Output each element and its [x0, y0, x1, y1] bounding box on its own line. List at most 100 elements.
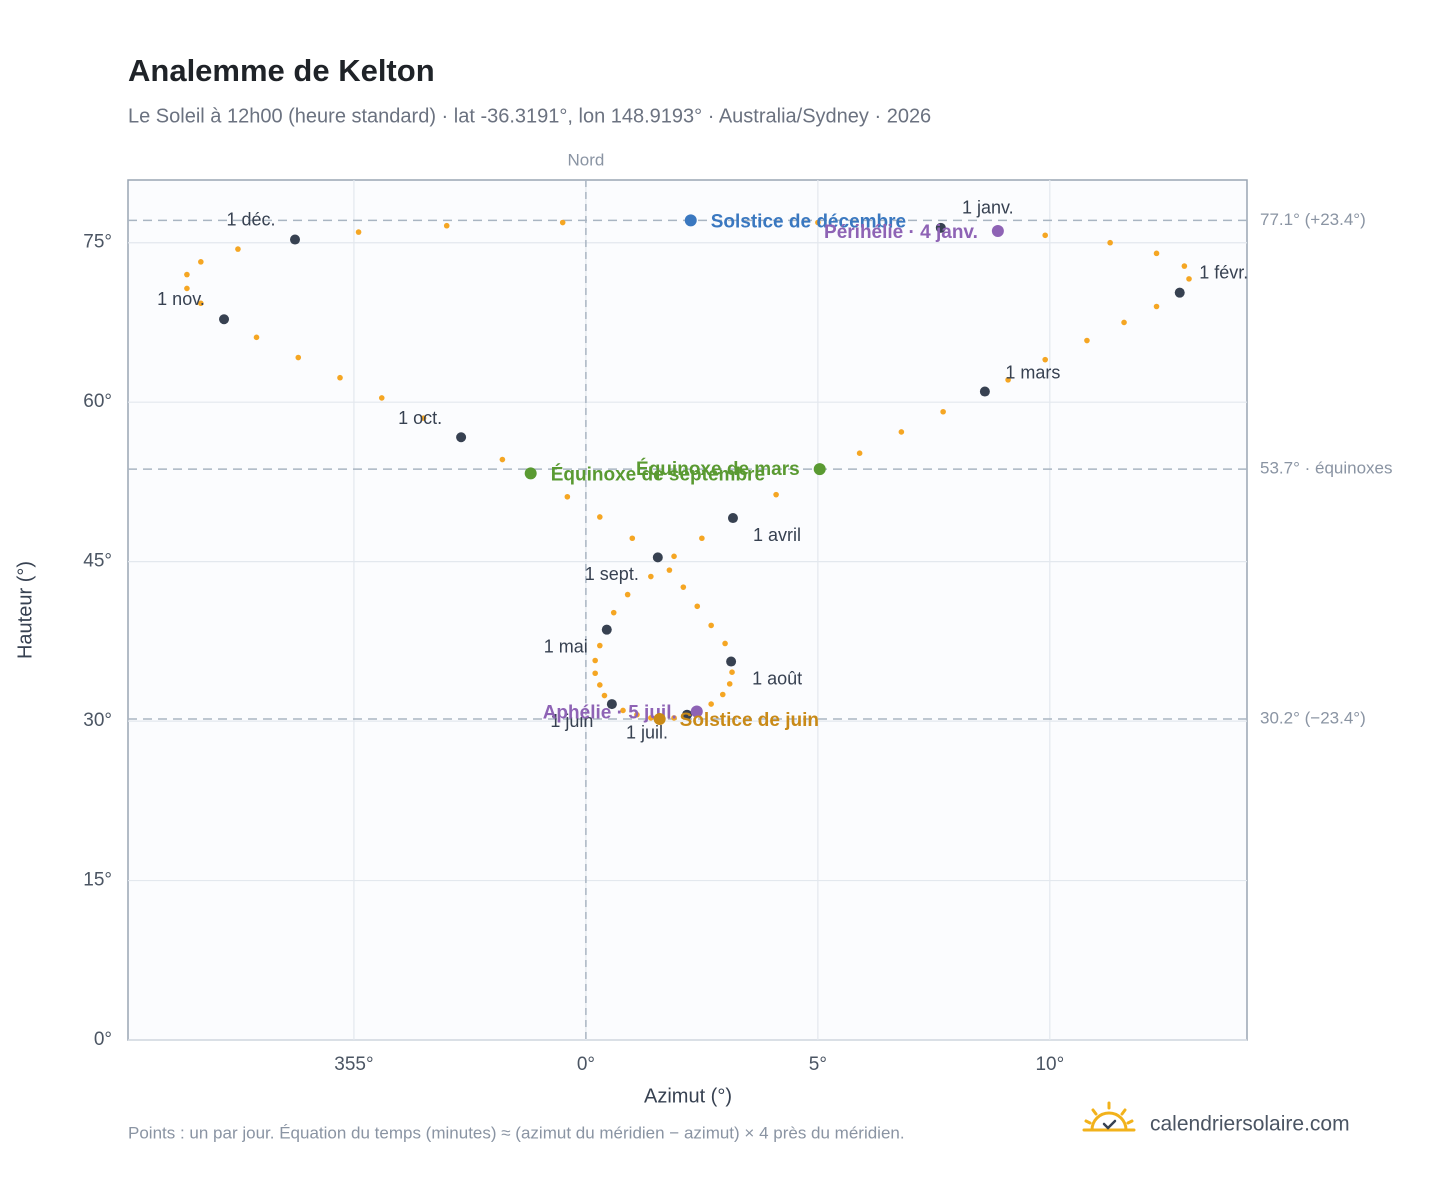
- day-point: [671, 553, 677, 560]
- day-point: [666, 567, 673, 573]
- month-label: 1 avril: [753, 525, 801, 545]
- day-point: [1153, 250, 1160, 257]
- event-point: [653, 712, 666, 725]
- day-point: [1153, 303, 1160, 310]
- day-point: [1084, 337, 1090, 344]
- month-label: 1 juil.: [626, 722, 668, 742]
- day-point: [726, 681, 733, 687]
- day-point: [601, 692, 608, 699]
- reference-label: 77.1° (+23.4°): [1260, 210, 1366, 229]
- day-point: [592, 657, 598, 664]
- month-label: 1 août: [752, 668, 802, 688]
- event-point: [813, 463, 826, 476]
- day-point: [559, 219, 566, 226]
- day-point: [671, 715, 677, 721]
- month-label: 1 mars: [1005, 362, 1060, 382]
- day-point: [443, 222, 450, 229]
- event-label: Équinoxe de septembre: [551, 463, 765, 485]
- day-point: [699, 535, 705, 542]
- chart-title: Analemme de Kelton: [128, 53, 435, 88]
- event-point: [684, 214, 697, 227]
- event-point: [690, 705, 703, 718]
- month-point: [935, 222, 946, 233]
- y-tick-label: 60°: [83, 391, 112, 412]
- month-point: [1174, 287, 1185, 298]
- x-tick-label: 0°: [577, 1054, 595, 1075]
- month-label: 1 janv.: [962, 198, 1014, 218]
- day-point: [722, 640, 728, 647]
- day-point: [898, 429, 905, 435]
- y-tick-label: 45°: [83, 551, 112, 572]
- day-point: [1121, 319, 1127, 326]
- day-point: [1042, 232, 1048, 239]
- day-point: [624, 591, 631, 598]
- day-point: [729, 669, 735, 675]
- y-tick-label: 0°: [94, 1029, 112, 1050]
- day-point: [1186, 276, 1192, 282]
- day-point: [629, 535, 636, 542]
- day-point: [1181, 263, 1188, 269]
- day-point: [597, 642, 603, 649]
- day-point: [620, 707, 626, 714]
- event-point: [524, 467, 537, 480]
- month-point: [219, 314, 230, 325]
- day-point: [610, 609, 617, 616]
- day-point: [253, 334, 260, 341]
- event-label: Aphélie · 5 juil.: [543, 703, 677, 724]
- event-label: Périhélie · 4 janv.: [824, 222, 978, 243]
- y-tick-label: 15°: [83, 870, 112, 891]
- month-point: [682, 709, 693, 720]
- day-point: [378, 395, 385, 401]
- day-point: [184, 285, 190, 292]
- event-point: [991, 225, 1004, 238]
- meridian-label: Nord: [567, 150, 604, 169]
- month-point: [979, 386, 990, 397]
- month-label: 1 mai: [544, 636, 588, 656]
- reference-label: 53.7° · équinoxes: [1260, 459, 1393, 478]
- day-point: [597, 514, 603, 520]
- day-point: [708, 701, 714, 707]
- y-axis-label: Hauteur (°): [14, 561, 36, 659]
- y-tick-label: 30°: [83, 710, 112, 731]
- month-label: 1 févr.: [1199, 262, 1248, 282]
- day-point: [499, 456, 506, 463]
- day-point: [856, 450, 863, 457]
- day-point: [198, 300, 204, 307]
- day-point: [815, 219, 821, 226]
- month-point: [601, 624, 612, 635]
- x-tick-label: 5°: [809, 1054, 827, 1075]
- day-point: [680, 584, 687, 590]
- day-point: [940, 408, 946, 415]
- chart-subtitle: Le Soleil à 12h00 (heure standard) · lat…: [128, 105, 931, 127]
- day-point: [1005, 377, 1011, 383]
- day-point: [235, 246, 241, 252]
- day-point: [355, 229, 362, 235]
- day-point: [773, 491, 779, 498]
- month-label: 1 sept.: [585, 564, 639, 584]
- brand-logo: [1082, 1101, 1136, 1132]
- day-point: [597, 682, 603, 688]
- event-label: Solstice de décembre: [711, 211, 906, 232]
- month-label: 1 déc.: [226, 209, 275, 229]
- day-point: [1042, 356, 1048, 363]
- brand: calendriersolaire.com: [1150, 1113, 1350, 1136]
- month-point: [652, 552, 663, 563]
- day-point: [648, 573, 654, 580]
- day-point: [198, 259, 204, 265]
- x-tick-label: 355°: [334, 1054, 373, 1075]
- day-point: [337, 374, 343, 381]
- month-label: 1 nov.: [157, 289, 205, 309]
- event-label: Solstice de juin: [680, 710, 819, 731]
- day-point: [648, 715, 654, 721]
- month-point: [456, 432, 467, 443]
- day-point: [719, 691, 726, 698]
- day-point: [295, 354, 302, 361]
- month-point: [290, 234, 301, 245]
- day-point: [184, 271, 190, 278]
- month-point: [726, 656, 737, 667]
- day-point: [694, 603, 701, 610]
- day-point: [1107, 239, 1113, 246]
- day-point: [420, 415, 427, 421]
- footnote: Points : un par jour. Équation du temps …: [128, 1123, 905, 1142]
